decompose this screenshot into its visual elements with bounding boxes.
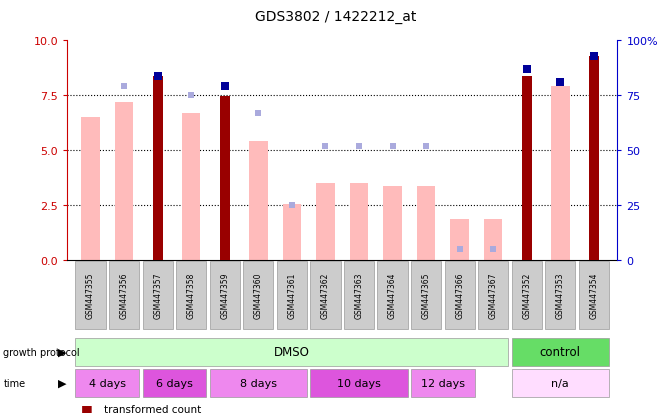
FancyBboxPatch shape [243, 261, 274, 329]
Bar [81, 118, 100, 260]
Text: ▶: ▶ [58, 347, 66, 357]
FancyBboxPatch shape [209, 261, 240, 329]
FancyBboxPatch shape [411, 261, 442, 329]
Text: GSM447361: GSM447361 [287, 272, 297, 318]
Bar [588, 57, 599, 260]
Text: GSM447356: GSM447356 [119, 272, 129, 318]
Text: GSM447352: GSM447352 [522, 272, 531, 318]
Bar [417, 187, 435, 260]
Text: ■: ■ [81, 402, 93, 413]
FancyBboxPatch shape [545, 261, 576, 329]
Text: DMSO: DMSO [274, 346, 310, 358]
Text: GSM447362: GSM447362 [321, 272, 330, 318]
FancyBboxPatch shape [411, 369, 474, 397]
Text: control: control [539, 346, 581, 358]
FancyBboxPatch shape [512, 369, 609, 397]
Bar [350, 183, 368, 260]
Text: 6 days: 6 days [156, 378, 193, 388]
FancyBboxPatch shape [176, 261, 207, 329]
Bar [383, 187, 402, 260]
Text: transformed count: transformed count [104, 404, 201, 413]
Text: GSM447359: GSM447359 [220, 272, 229, 318]
Text: GSM447363: GSM447363 [354, 272, 364, 318]
FancyBboxPatch shape [76, 261, 106, 329]
FancyBboxPatch shape [445, 261, 474, 329]
Text: growth protocol: growth protocol [3, 347, 80, 357]
FancyBboxPatch shape [512, 338, 609, 366]
FancyBboxPatch shape [310, 261, 341, 329]
FancyBboxPatch shape [109, 261, 140, 329]
Bar [182, 114, 201, 260]
Text: GSM447367: GSM447367 [488, 272, 498, 318]
FancyBboxPatch shape [478, 261, 509, 329]
FancyBboxPatch shape [377, 261, 408, 329]
Text: GSM447355: GSM447355 [86, 272, 95, 318]
Text: GSM447354: GSM447354 [589, 272, 599, 318]
Bar [450, 220, 469, 260]
Text: GSM447365: GSM447365 [421, 272, 431, 318]
Bar [551, 87, 570, 260]
Bar [282, 204, 301, 260]
FancyBboxPatch shape [209, 369, 307, 397]
Text: GSM447364: GSM447364 [388, 272, 397, 318]
Text: GSM447353: GSM447353 [556, 272, 565, 318]
FancyBboxPatch shape [310, 369, 407, 397]
FancyBboxPatch shape [344, 261, 374, 329]
Text: ▶: ▶ [58, 378, 66, 388]
Text: GSM447358: GSM447358 [187, 272, 196, 318]
Text: n/a: n/a [552, 378, 569, 388]
Text: time: time [3, 378, 25, 388]
Bar [316, 183, 335, 260]
Text: GSM447366: GSM447366 [455, 272, 464, 318]
Text: GSM447360: GSM447360 [254, 272, 263, 318]
Text: GDS3802 / 1422212_at: GDS3802 / 1422212_at [255, 10, 416, 24]
Text: GSM447357: GSM447357 [153, 272, 162, 318]
FancyBboxPatch shape [142, 369, 207, 397]
Text: 10 days: 10 days [337, 378, 381, 388]
Bar [152, 76, 162, 260]
Text: 8 days: 8 days [240, 378, 277, 388]
FancyBboxPatch shape [512, 261, 542, 329]
Text: 4 days: 4 days [89, 378, 126, 388]
Bar [115, 102, 134, 260]
FancyBboxPatch shape [277, 261, 307, 329]
FancyBboxPatch shape [76, 338, 508, 366]
Bar [249, 142, 268, 260]
Text: 12 days: 12 days [421, 378, 465, 388]
Bar [484, 220, 503, 260]
FancyBboxPatch shape [578, 261, 609, 329]
Bar [219, 97, 229, 260]
FancyBboxPatch shape [76, 369, 140, 397]
Bar [521, 76, 531, 260]
FancyBboxPatch shape [142, 261, 173, 329]
